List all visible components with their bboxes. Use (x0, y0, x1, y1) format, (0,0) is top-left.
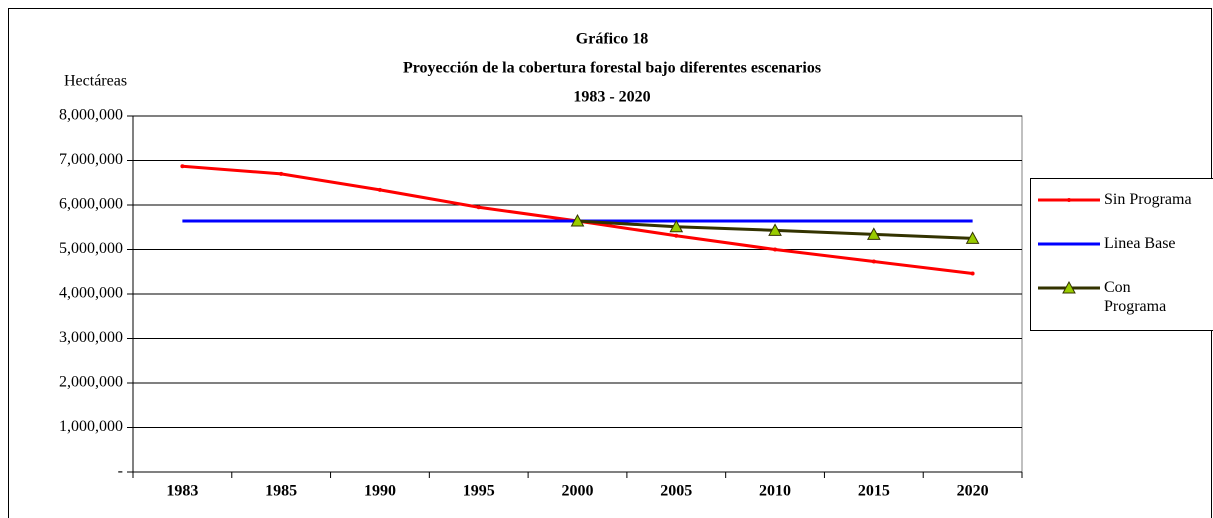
y-tick-label: 3,000,000 (59, 329, 123, 346)
marker (377, 187, 382, 192)
y-tick-label: 2,000,000 (59, 374, 123, 391)
y-tick-label: 6,000,000 (59, 196, 123, 213)
x-tick-label: 1995 (463, 483, 495, 500)
x-tick-label: 1990 (364, 483, 396, 500)
marker (866, 227, 881, 240)
marker (773, 247, 778, 252)
x-tick-label: 2020 (957, 483, 989, 500)
marker (180, 164, 185, 169)
x-tick-label: 1983 (166, 483, 198, 500)
x-tick-label: 1985 (265, 483, 297, 500)
marker (871, 259, 876, 264)
legend (1030, 178, 1213, 331)
chart-period: 1983 - 2020 (573, 89, 650, 106)
chart-subtitle: Proyección de la cobertura forestal bajo… (403, 60, 821, 77)
marker (965, 231, 980, 244)
marker (669, 219, 684, 233)
marker (279, 171, 284, 176)
marker (768, 223, 782, 236)
legend-label: Con Programa (1104, 279, 1167, 315)
marker (674, 233, 679, 238)
y-tick-label: 4,000,000 (59, 285, 123, 302)
x-tick-label: 2000 (562, 483, 594, 500)
y-tick-label: 5,000,000 (59, 240, 123, 257)
legend-marker (1067, 198, 1071, 202)
legend-label: Sin Programa (1104, 191, 1192, 208)
y-tick-label: - (118, 463, 123, 480)
y-tick-label: 8,000,000 (59, 107, 123, 124)
y-tick-label: 7,000,000 (59, 151, 123, 168)
x-tick-label: 2015 (858, 483, 890, 500)
y-tick-label: 1,000,000 (59, 418, 123, 435)
y-axis-label: Hectáreas (64, 73, 127, 90)
chart-title: Gráfico 18 (576, 31, 648, 48)
legend-label: Linea Base (1104, 235, 1176, 252)
x-tick-label: 2010 (759, 483, 791, 500)
marker (970, 271, 975, 276)
marker (570, 213, 585, 227)
x-tick-label: 2005 (660, 483, 692, 500)
legend-marker (1062, 280, 1076, 294)
marker (476, 205, 481, 210)
